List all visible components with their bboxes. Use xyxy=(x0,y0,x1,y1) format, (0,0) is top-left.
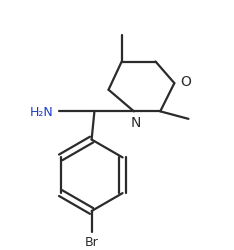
Text: O: O xyxy=(180,75,191,89)
Text: H₂N: H₂N xyxy=(29,106,53,118)
Text: Br: Br xyxy=(85,236,99,248)
Text: N: N xyxy=(131,116,141,130)
